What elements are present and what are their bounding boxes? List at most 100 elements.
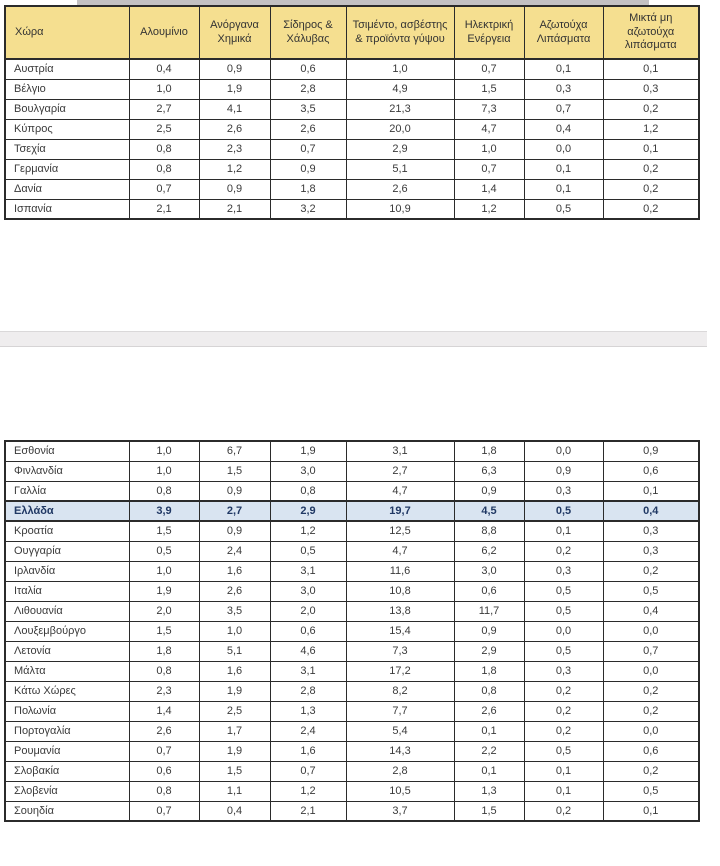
value-cell: 0,5 [523, 500, 604, 522]
table-row: Ισπανία 2,1 2,1 3,2 10,9 1,2 0,5 0,2 [4, 198, 700, 220]
country-cell: Πορτογαλία [4, 720, 130, 742]
value-cell: 0,2 [523, 700, 604, 722]
country-cell: Ισπανία [4, 198, 130, 220]
table-row: Ουγγαρία 0,5 2,4 0,5 4,7 6,2 0,2 0,3 [4, 540, 700, 562]
value-cell: 1,2 [198, 158, 271, 180]
value-cell: 4,7 [345, 540, 455, 562]
value-cell: 2,7 [198, 500, 271, 522]
value-cell: 0,9 [198, 58, 271, 80]
value-cell: 0,9 [198, 178, 271, 200]
value-cell: 5,1 [345, 158, 455, 180]
value-cell: 6,7 [198, 440, 271, 462]
value-cell: 0,3 [602, 540, 700, 562]
value-cell: 2,7 [128, 98, 200, 120]
value-cell: 1,1 [198, 780, 271, 802]
country-cell: Πολωνία [4, 700, 130, 722]
column-header: Χώρα [4, 5, 130, 60]
value-cell: 0,9 [198, 480, 271, 502]
value-cell: 1,5 [198, 760, 271, 782]
value-cell: 19,7 [345, 500, 455, 522]
table-row: Πολωνία 1,4 2,5 1,3 7,7 2,6 0,2 0,2 [4, 700, 700, 722]
value-cell: 3,9 [128, 500, 200, 522]
value-cell: 1,9 [198, 740, 271, 762]
value-cell: 1,9 [128, 580, 200, 602]
country-cell: Λετονία [4, 640, 130, 662]
country-cell: Εσθονία [4, 440, 130, 462]
value-cell: 0,0 [523, 440, 604, 462]
table-row: Ιρλανδία 1,0 1,6 3,1 11,6 3,0 0,3 0,2 [4, 560, 700, 582]
value-cell: 0,5 [602, 780, 700, 802]
value-cell: 0,2 [602, 178, 700, 200]
value-cell: 0,5 [523, 198, 604, 220]
value-cell: 1,7 [198, 720, 271, 742]
value-cell: 0,9 [198, 520, 271, 542]
column-header: Τσιμέντο, ασβέστης & προϊόντα γύψου [345, 5, 455, 60]
value-cell: 2,2 [453, 740, 525, 762]
value-cell: 0,1 [602, 138, 700, 160]
value-cell: 2,1 [128, 198, 200, 220]
country-cell: Κροατία [4, 520, 130, 542]
table-row: Γερμανία 0,8 1,2 0,9 5,1 0,7 0,1 0,2 [4, 158, 700, 180]
value-cell: 10,9 [345, 198, 455, 220]
table-row: Ιταλία 1,9 2,6 3,0 10,8 0,6 0,5 0,5 [4, 580, 700, 602]
value-cell: 1,2 [453, 198, 525, 220]
value-cell: 2,3 [128, 680, 200, 702]
value-cell: 0,7 [128, 740, 200, 762]
value-cell: 0,1 [523, 780, 604, 802]
value-cell: 0,6 [602, 460, 700, 482]
header-row: Χώρα Αλουμίνιο Ανόργανα Χημικά Σίδηρος & Χά… [4, 5, 700, 60]
table-row: Ρουμανία 0,7 1,9 1,6 14,3 2,2 0,5 0,6 [4, 740, 700, 762]
value-cell: 0,3 [523, 560, 604, 582]
value-cell: 1,5 [453, 78, 525, 100]
value-cell: 2,5 [128, 118, 200, 140]
value-cell: 1,9 [198, 680, 271, 702]
country-cell: Ρουμανία [4, 740, 130, 762]
value-cell: 0,8 [128, 480, 200, 502]
table-row: Εσθονία 1,0 6,7 1,9 3,1 1,8 0,0 0,9 [4, 440, 700, 462]
table-row: Μάλτα 0,8 1,6 3,1 17,2 1,8 0,3 0,0 [4, 660, 700, 682]
value-cell: 5,1 [198, 640, 271, 662]
column-header: Σίδηρος & Χάλυβας [269, 5, 347, 60]
value-cell: 1,8 [128, 640, 200, 662]
value-cell: 0,1 [523, 58, 604, 80]
country-cell: Τσεχία [4, 138, 130, 160]
value-cell: 1,4 [128, 700, 200, 722]
value-cell: 1,0 [345, 58, 455, 80]
value-cell: 0,2 [523, 540, 604, 562]
value-cell: 14,3 [345, 740, 455, 762]
country-cell: Μάλτα [4, 660, 130, 682]
value-cell: 0,6 [128, 760, 200, 782]
table-row: Σλοβενία 0,8 1,1 1,2 10,5 1,3 0,1 0,5 [4, 780, 700, 802]
value-cell: 12,5 [345, 520, 455, 542]
value-cell: 0,8 [128, 660, 200, 682]
value-cell: 1,2 [269, 780, 347, 802]
value-cell: 2,1 [198, 198, 271, 220]
value-cell: 1,2 [269, 520, 347, 542]
value-cell: 13,8 [345, 600, 455, 622]
value-cell: 1,2 [602, 118, 700, 140]
value-cell: 0,4 [602, 500, 700, 522]
table-row: Λετονία 1,8 5,1 4,6 7,3 2,9 0,5 0,7 [4, 640, 700, 662]
value-cell: 0,5 [523, 600, 604, 622]
value-cell: 2,6 [269, 118, 347, 140]
value-cell: 1,0 [453, 138, 525, 160]
table-row: Βέλγιο 1,0 1,9 2,8 4,9 1,5 0,3 0,3 [4, 78, 700, 100]
value-cell: 10,8 [345, 580, 455, 602]
value-cell: 0,3 [523, 480, 604, 502]
country-cell: Λιθουανία [4, 600, 130, 622]
country-cell: Βέλγιο [4, 78, 130, 100]
value-cell: 0,6 [453, 580, 525, 602]
value-cell: 2,1 [269, 800, 347, 822]
value-cell: 0,4 [198, 800, 271, 822]
value-cell: 0,2 [523, 680, 604, 702]
value-cell: 0,9 [269, 158, 347, 180]
value-cell: 6,3 [453, 460, 525, 482]
value-cell: 3,1 [269, 660, 347, 682]
value-cell: 0,2 [602, 700, 700, 722]
country-cell: Σουηδία [4, 800, 130, 822]
table-row: Ελλάδα 3,9 2,7 2,9 19,7 4,5 0,5 0,4 [4, 500, 700, 522]
value-cell: 1,5 [128, 520, 200, 542]
value-cell: 8,2 [345, 680, 455, 702]
value-cell: 1,6 [198, 660, 271, 682]
value-cell: 2,0 [128, 600, 200, 622]
